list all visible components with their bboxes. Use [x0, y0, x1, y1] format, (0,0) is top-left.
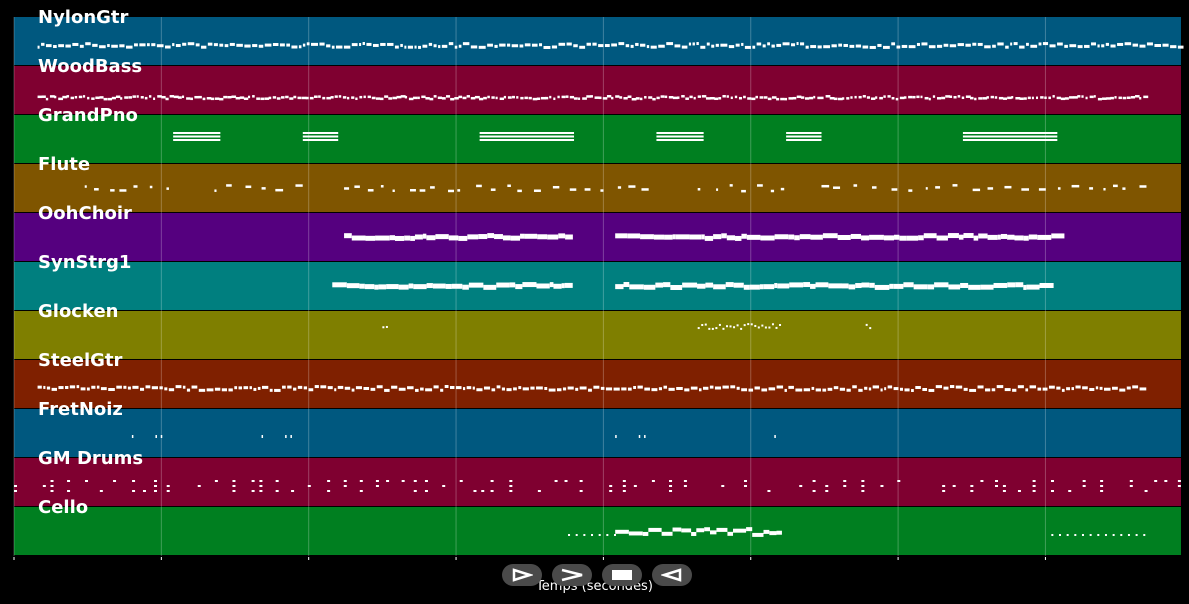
- play-icon: [512, 568, 533, 582]
- stop-button[interactable]: [602, 564, 642, 586]
- track-label-flute: Flute: [38, 154, 91, 175]
- track-notes: [344, 233, 1065, 241]
- track-lane: [14, 66, 1181, 114]
- track-label-steelgtr: SteelGtr: [38, 350, 123, 371]
- track-label-oohchoir: OohChoir: [38, 203, 132, 224]
- track-notes: [84, 184, 1147, 193]
- track-notes: [37, 42, 1184, 49]
- track-lane: [14, 311, 1181, 359]
- track-label-nylongtr: NylonGtr: [38, 7, 129, 28]
- track-label-grandpno: GrandPno: [38, 105, 138, 126]
- fast-forward-button[interactable]: [552, 564, 592, 586]
- track-label-woodbass: WoodBass: [38, 56, 143, 77]
- track-label-synstrg1: SynStrg1: [38, 252, 132, 273]
- track-notes: [568, 527, 1146, 537]
- track-lane: [14, 458, 1181, 506]
- fast-forward-icon: [561, 568, 583, 582]
- track-lane: [14, 507, 1181, 555]
- track-label-fretnoiz: FretNoiz: [38, 399, 123, 420]
- rewind-icon: [661, 568, 682, 582]
- track-lane: [14, 409, 1181, 457]
- track-label-gm-drums: GM Drums: [38, 448, 144, 469]
- track-notes: [37, 95, 1149, 101]
- track-notes: [173, 132, 1058, 141]
- piano-roll: 0255075100125150175: [13, 17, 1184, 560]
- rewind-button[interactable]: [652, 564, 692, 586]
- track-notes: [382, 323, 872, 330]
- track-notes: [37, 385, 1147, 392]
- stop-icon: [612, 570, 632, 580]
- track-notes: [332, 282, 1054, 290]
- track-lane: [14, 360, 1181, 408]
- track-lane: [14, 17, 1181, 65]
- play-button[interactable]: [502, 564, 542, 586]
- track-notes: [14, 480, 1181, 492]
- track-label-glocken: Glocken: [38, 301, 119, 322]
- track-label-cello: Cello: [38, 497, 89, 518]
- playback-controls: [502, 564, 692, 586]
- track-notes: [131, 435, 776, 438]
- track-lane: [14, 164, 1181, 212]
